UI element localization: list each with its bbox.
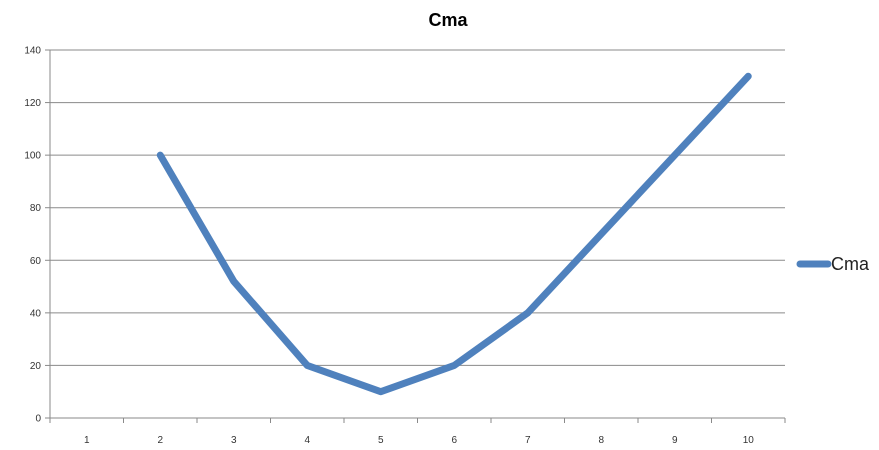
legend-label: Cma (831, 254, 870, 274)
grid-lines (50, 49, 785, 366)
y-tick-label: 140 (24, 46, 41, 57)
legend: Cma (796, 254, 870, 274)
x-tick-label: 1 (84, 435, 90, 446)
y-tick-label: 60 (30, 256, 42, 267)
tick-labels: 0 20 40 60 80 100 120 140 1 2 3 4 5 6 7 8 9 10 (24, 46, 754, 447)
x-tick-label: 5 (378, 435, 384, 446)
axes (45, 49, 786, 423)
x-tick-label: 2 (157, 435, 163, 446)
x-tick-label: 10 (743, 435, 755, 446)
x-tick-label: 6 (451, 435, 457, 446)
x-tick-label: 4 (304, 435, 310, 446)
series-lines (156, 72, 752, 396)
y-tick-label: 0 (35, 414, 41, 425)
y-tick-label: 100 (24, 151, 41, 162)
y-tick-label: 40 (30, 308, 42, 319)
y-tick-label: 80 (30, 203, 42, 214)
series-line-cma (156, 72, 752, 396)
y-tick-label: 20 (30, 361, 42, 372)
x-tick-label: 7 (525, 435, 531, 446)
x-tick-label: 9 (672, 435, 678, 446)
chart-title: Cma (428, 10, 468, 30)
x-tick-label: 8 (598, 435, 604, 446)
y-tick-label: 120 (24, 98, 41, 109)
x-tick-label: 3 (231, 435, 237, 446)
